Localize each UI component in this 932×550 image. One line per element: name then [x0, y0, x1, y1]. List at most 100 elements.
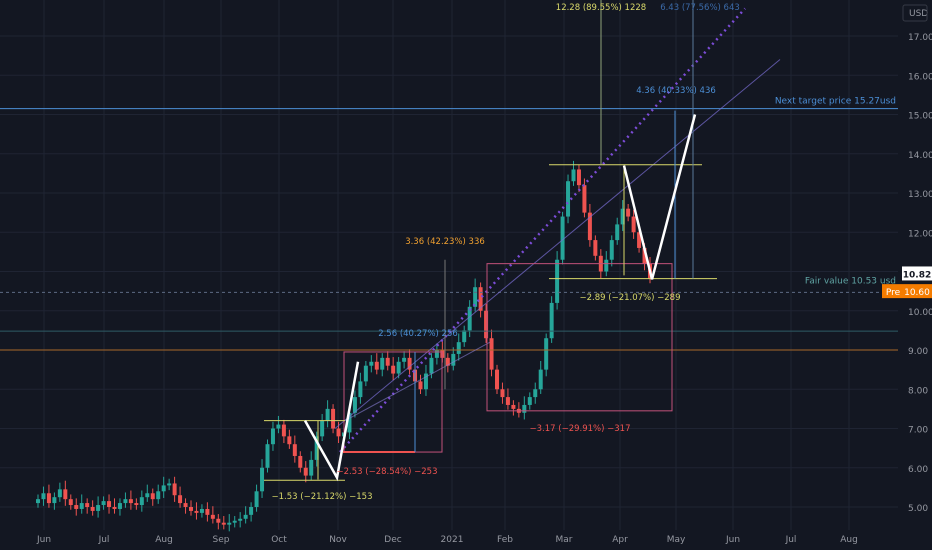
candle-body [216, 518, 221, 523]
candle-body [637, 232, 642, 248]
candle-body [380, 357, 385, 370]
annotation-label: −2.89 (−21.07%) −289 [580, 293, 681, 303]
x-tick-label: Aug [155, 535, 173, 545]
candle-body [374, 361, 379, 370]
candle-body [549, 302, 554, 339]
candle-body [139, 497, 144, 506]
candle-body [473, 287, 478, 307]
x-tick-label: Nov [329, 535, 347, 545]
candle-body [107, 501, 112, 507]
x-tick-label: 2021 [441, 535, 464, 545]
annotation-label: −1.53 (−21.12%) −153 [272, 492, 373, 502]
candle-body [620, 208, 625, 225]
candle-body [134, 503, 139, 506]
candle-body [178, 495, 183, 504]
candle-body [221, 522, 226, 525]
candle-body [172, 483, 177, 496]
candle-body [402, 357, 407, 362]
candle-body [117, 503, 122, 509]
candle-body [68, 499, 73, 506]
candle-body [484, 310, 489, 339]
candle-body [46, 493, 51, 504]
last-price-badge [902, 266, 932, 281]
candle-body [287, 436, 292, 445]
candle-body [429, 357, 434, 374]
candle-body [243, 514, 248, 519]
candle-body [336, 428, 341, 437]
x-tick-label: Feb [497, 535, 513, 545]
annotation-labels: Next target price 15.27usd Fair value 10.… [272, 3, 896, 502]
candle-body [57, 489, 62, 498]
candle-body [270, 428, 275, 445]
candle-body [538, 369, 543, 390]
y-axis-title-box [902, 4, 928, 22]
pre-label: Pre [886, 288, 901, 298]
annotation-label: −2.53 (−28.54%) −253 [337, 467, 438, 477]
candle-body [227, 522, 232, 525]
candle-body [451, 353, 456, 366]
candle-body [533, 389, 538, 398]
candle-body [205, 508, 210, 515]
pre-price-badge [882, 284, 932, 299]
candle-body [511, 404, 516, 409]
candle-body [112, 507, 117, 509]
candle-body [396, 361, 401, 374]
candle-body [199, 508, 204, 513]
candle-body [194, 510, 199, 513]
x-tick-label: May [667, 535, 686, 545]
candle-body [79, 503, 84, 509]
candle-body [615, 224, 620, 241]
y-tick-label: 16.00 [908, 72, 932, 82]
grid [0, 0, 898, 530]
zigzag-2 [622, 114, 697, 280]
annotation-label: 3.36 (42.23%) 336 [405, 237, 485, 247]
candle-body [303, 467, 308, 476]
candle-body [522, 404, 527, 413]
candle-body [265, 444, 270, 468]
drawings [0, 0, 898, 482]
candle-body [571, 169, 576, 182]
y-tick-label: 12.00 [908, 229, 932, 239]
x-tick-label: Jun [36, 535, 51, 545]
candle-body [642, 247, 647, 264]
y-tick-label: 8.00 [908, 386, 928, 396]
annotation-label: 6.43 (77.56%) 643 [660, 3, 740, 13]
x-tick-label: Jul [98, 535, 110, 545]
y-tick-label: 6.00 [908, 465, 928, 475]
channel-line [344, 341, 491, 422]
candle-body [325, 408, 330, 421]
candle-body [85, 503, 90, 507]
candle-body [238, 518, 243, 521]
candle-body [423, 373, 428, 390]
candle-body [631, 216, 636, 233]
candle-body [210, 514, 215, 519]
candle-body [156, 491, 161, 500]
candle-body [145, 493, 150, 498]
candle-body [467, 306, 472, 331]
y-tick-label: 7.00 [908, 426, 928, 436]
x-tick-label: Aug [840, 535, 858, 545]
x-tick-label: Mar [556, 535, 573, 545]
candle-body [331, 408, 336, 429]
candle-body [90, 507, 95, 511]
candle-body [254, 491, 259, 507]
candle-body [576, 169, 581, 186]
pre-price-label: 10.60 [904, 288, 930, 298]
candle-body [276, 424, 281, 429]
x-tick-label: Jul [785, 535, 797, 545]
candle-body [150, 493, 155, 500]
candle-body [555, 259, 560, 303]
candle-body [41, 493, 46, 500]
candle-body [347, 412, 352, 433]
x-tick-label: Jun [725, 535, 740, 545]
candle-body [582, 185, 587, 213]
annotation-label: −3.17 (−29.91%) −317 [530, 424, 631, 434]
y-axis-title: USD [909, 9, 928, 19]
y-tick-label: 5.00 [908, 504, 928, 514]
candle-body [500, 389, 505, 398]
candle-body [560, 216, 565, 260]
candle-body [566, 181, 571, 217]
candle-body [96, 505, 101, 511]
candle-body [462, 330, 467, 343]
